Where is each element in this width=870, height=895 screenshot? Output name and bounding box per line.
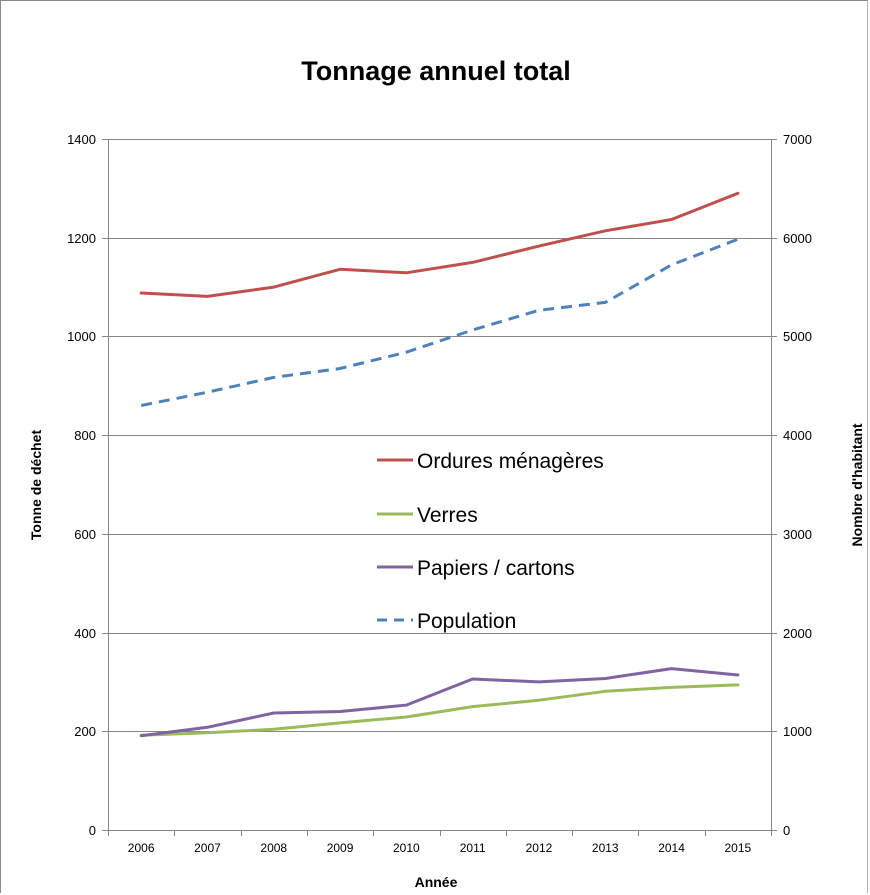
- y2-tick-labels: 0 1000 2000 3000 4000 5000 6000 7000: [783, 132, 812, 838]
- y2-tick-label: 3000: [783, 527, 812, 542]
- gridlines: [108, 139, 771, 732]
- y-tick-label: 800: [74, 428, 96, 443]
- y2-tick-label: 7000: [783, 132, 812, 147]
- chart-title: Tonnage annuel total: [301, 56, 571, 86]
- x-tick-label: 2007: [194, 841, 221, 855]
- legend-label: Ordures ménagères: [417, 450, 604, 473]
- y-tick-label: 1200: [67, 231, 96, 246]
- y-axis-label: Tonne de déchet: [28, 430, 44, 541]
- x-axis-label: Année: [415, 874, 458, 890]
- series-line-verres: [139, 683, 740, 737]
- y2-tick-label: 6000: [783, 231, 812, 246]
- y2-tick-label: 0: [783, 823, 790, 838]
- y2-tick-label: 5000: [783, 329, 812, 344]
- x-tick-label: 2012: [526, 841, 553, 855]
- legend-label: Papiers / cartons: [417, 557, 575, 580]
- y2-tick-label: 1000: [783, 724, 812, 739]
- x-tick-label: 2006: [128, 841, 155, 855]
- series-lines: [139, 191, 740, 738]
- x-tick-label: 2011: [460, 841, 486, 855]
- x-tick-label: 2010: [393, 841, 420, 855]
- x-tick-label: 2013: [592, 841, 619, 855]
- series-line-population: [140, 237, 739, 407]
- x-tick-label: 2009: [327, 841, 354, 855]
- y-tick-labels: 0 200 400 600 800 1000 1200 1400: [67, 132, 96, 838]
- series-line-papiers-cartons: [139, 667, 740, 738]
- y-tick-label: 1400: [67, 132, 96, 147]
- y-tick-label: 400: [74, 626, 96, 641]
- y-tick-label: 0: [89, 823, 96, 838]
- legend-label: Verres: [417, 504, 478, 527]
- y-tick-label: 200: [74, 724, 96, 739]
- y-tick-label: 600: [74, 527, 96, 542]
- y2-axis-label: Nombre d'habitant: [849, 423, 865, 546]
- y-tick-label: 1000: [67, 329, 96, 344]
- x-tick-label: 2014: [658, 841, 685, 855]
- series-line-ordures-m-nag-res: [139, 191, 740, 298]
- x-tick-labels: 2006 2007 2008 2009 2010 2011 2012 2013 2014 2015: [128, 841, 752, 855]
- legend: Ordures ménagères Verres Papiers / cartons…: [377, 450, 604, 633]
- y2-tick-label: 4000: [783, 428, 812, 443]
- legend-label: Population: [417, 610, 516, 633]
- x-tick-label: 2015: [724, 841, 751, 855]
- y2-tick-label: 2000: [783, 626, 812, 641]
- axes: [102, 139, 777, 836]
- x-tick-label: 2008: [260, 841, 287, 855]
